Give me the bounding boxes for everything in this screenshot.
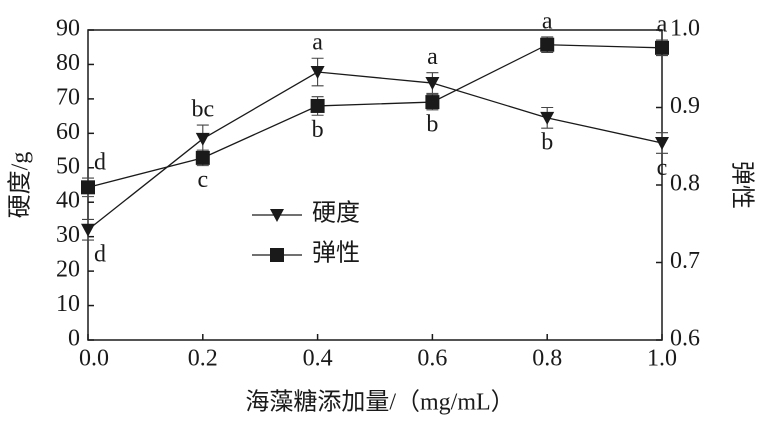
y-tick-label: 0	[68, 326, 80, 352]
series-line	[87, 71, 663, 231]
data-point	[655, 40, 669, 55]
significance-label: c	[197, 167, 208, 193]
y2-tick-label: 1.0	[670, 16, 700, 42]
legend-label: 弹性	[312, 240, 360, 267]
data-point	[81, 180, 95, 195]
y-tick-label: 30	[56, 222, 80, 248]
significance-label: c	[657, 155, 668, 181]
significance-label: b	[541, 130, 553, 156]
y-tick-label: 60	[56, 119, 80, 145]
x-tick-label: 0.0	[79, 346, 109, 372]
y2-tick-label: 0.7	[670, 248, 700, 274]
data-point	[425, 95, 440, 110]
x-tick-label: 0.4	[303, 346, 333, 372]
data-point	[540, 37, 555, 52]
significance-label: b	[426, 111, 438, 137]
data-point	[81, 223, 95, 237]
x-tick-label: 0.2	[188, 346, 218, 372]
legend-marker	[270, 248, 284, 262]
y2-tick-label: 0.6	[670, 326, 700, 352]
data-point	[195, 132, 210, 146]
significance-label: d	[94, 242, 106, 268]
significance-label: b	[312, 117, 324, 143]
data-point	[540, 111, 555, 125]
y-tick-label: 50	[56, 153, 80, 179]
data-point	[310, 66, 325, 80]
y-tick-label: 90	[56, 16, 80, 42]
x-tick-label: 1.0	[647, 346, 677, 372]
x-tick-label: 0.8	[532, 346, 562, 372]
legend-marker	[270, 209, 284, 222]
significance-label: a	[657, 12, 668, 38]
legend-label: 硬度	[312, 200, 360, 227]
y2-tick-label: 0.8	[670, 171, 700, 197]
y2-tick-label: 0.9	[670, 93, 700, 119]
significance-label: a	[312, 30, 323, 56]
data-point	[655, 136, 669, 150]
significance-label: bc	[191, 97, 214, 123]
data-point	[425, 77, 440, 91]
series-line	[87, 44, 663, 188]
x-tick-label: 0.6	[417, 346, 447, 372]
y-tick-label: 20	[56, 257, 80, 283]
data-point	[195, 150, 210, 165]
data-point	[310, 98, 325, 113]
x-axis-label: 海藻糖添加量/（mg/mL）	[245, 389, 514, 416]
y-tick-label: 10	[56, 291, 80, 317]
significance-label: a	[427, 44, 438, 70]
significance-label: d	[94, 150, 106, 176]
y-tick-label: 80	[56, 50, 80, 76]
y2-axis-label: 弹性	[728, 161, 755, 209]
y-axis-label: 硬度/g	[7, 152, 34, 219]
plot-frame	[87, 29, 663, 341]
y-tick-label: 70	[56, 84, 80, 110]
y-tick-label: 40	[56, 188, 80, 214]
significance-label: a	[542, 8, 553, 34]
